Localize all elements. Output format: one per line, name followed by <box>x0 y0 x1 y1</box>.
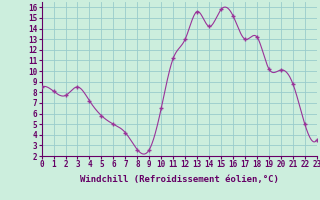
X-axis label: Windchill (Refroidissement éolien,°C): Windchill (Refroidissement éolien,°C) <box>80 175 279 184</box>
